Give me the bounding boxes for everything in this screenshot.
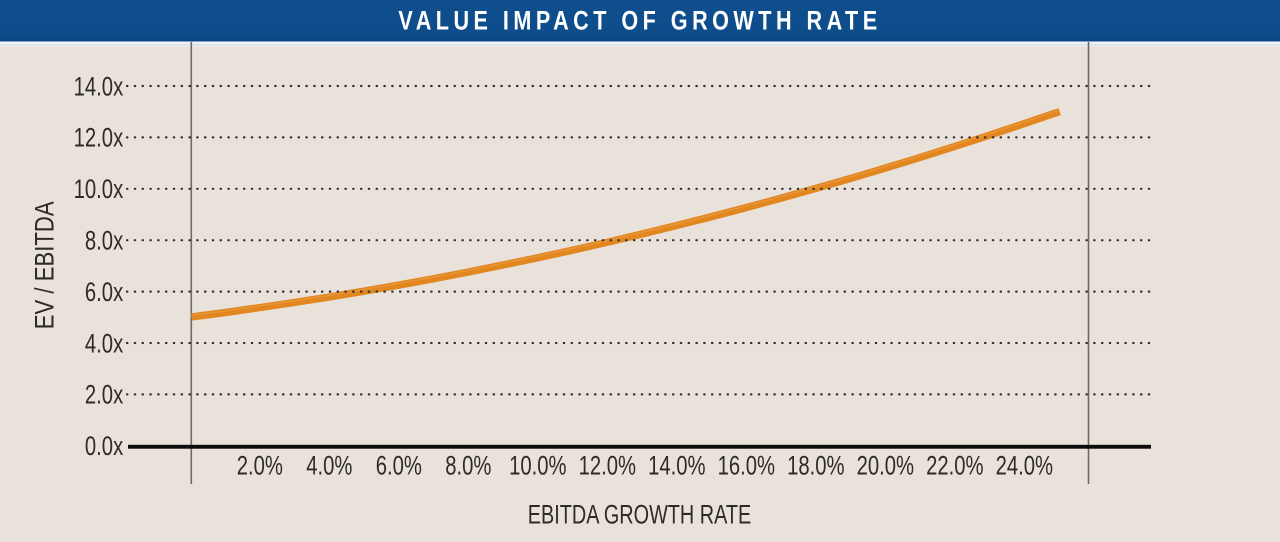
svg-text:2.0x: 2.0x — [85, 380, 123, 411]
svg-text:8.0%: 8.0% — [445, 451, 491, 482]
svg-text:20.0%: 20.0% — [857, 451, 914, 482]
svg-text:14.0x: 14.0x — [74, 72, 124, 103]
svg-text:16.0%: 16.0% — [718, 451, 775, 482]
svg-text:0.0x: 0.0x — [85, 431, 123, 462]
svg-text:4.0x: 4.0x — [85, 329, 123, 360]
svg-text:24.0%: 24.0% — [996, 451, 1053, 482]
svg-text:8.0x: 8.0x — [85, 226, 123, 257]
svg-text:14.0%: 14.0% — [648, 451, 705, 482]
svg-text:18.0%: 18.0% — [787, 451, 844, 482]
svg-text:4.0%: 4.0% — [306, 451, 352, 482]
svg-text:12.0x: 12.0x — [74, 123, 124, 154]
svg-text:EBITDA GROWTH RATE: EBITDA GROWTH RATE — [528, 501, 751, 531]
svg-text:22.0%: 22.0% — [926, 451, 983, 482]
svg-text:6.0%: 6.0% — [376, 451, 422, 482]
svg-text:10.0x: 10.0x — [74, 174, 124, 205]
svg-text:2.0%: 2.0% — [237, 451, 283, 482]
svg-text:EV / EBITDA: EV / EBITDA — [31, 201, 61, 329]
svg-text:VALUE IMPACT OF GROWTH RATE: VALUE IMPACT OF GROWTH RATE — [398, 6, 881, 36]
svg-text:6.0x: 6.0x — [85, 277, 123, 308]
svg-text:10.0%: 10.0% — [509, 451, 566, 482]
svg-text:12.0%: 12.0% — [579, 451, 636, 482]
